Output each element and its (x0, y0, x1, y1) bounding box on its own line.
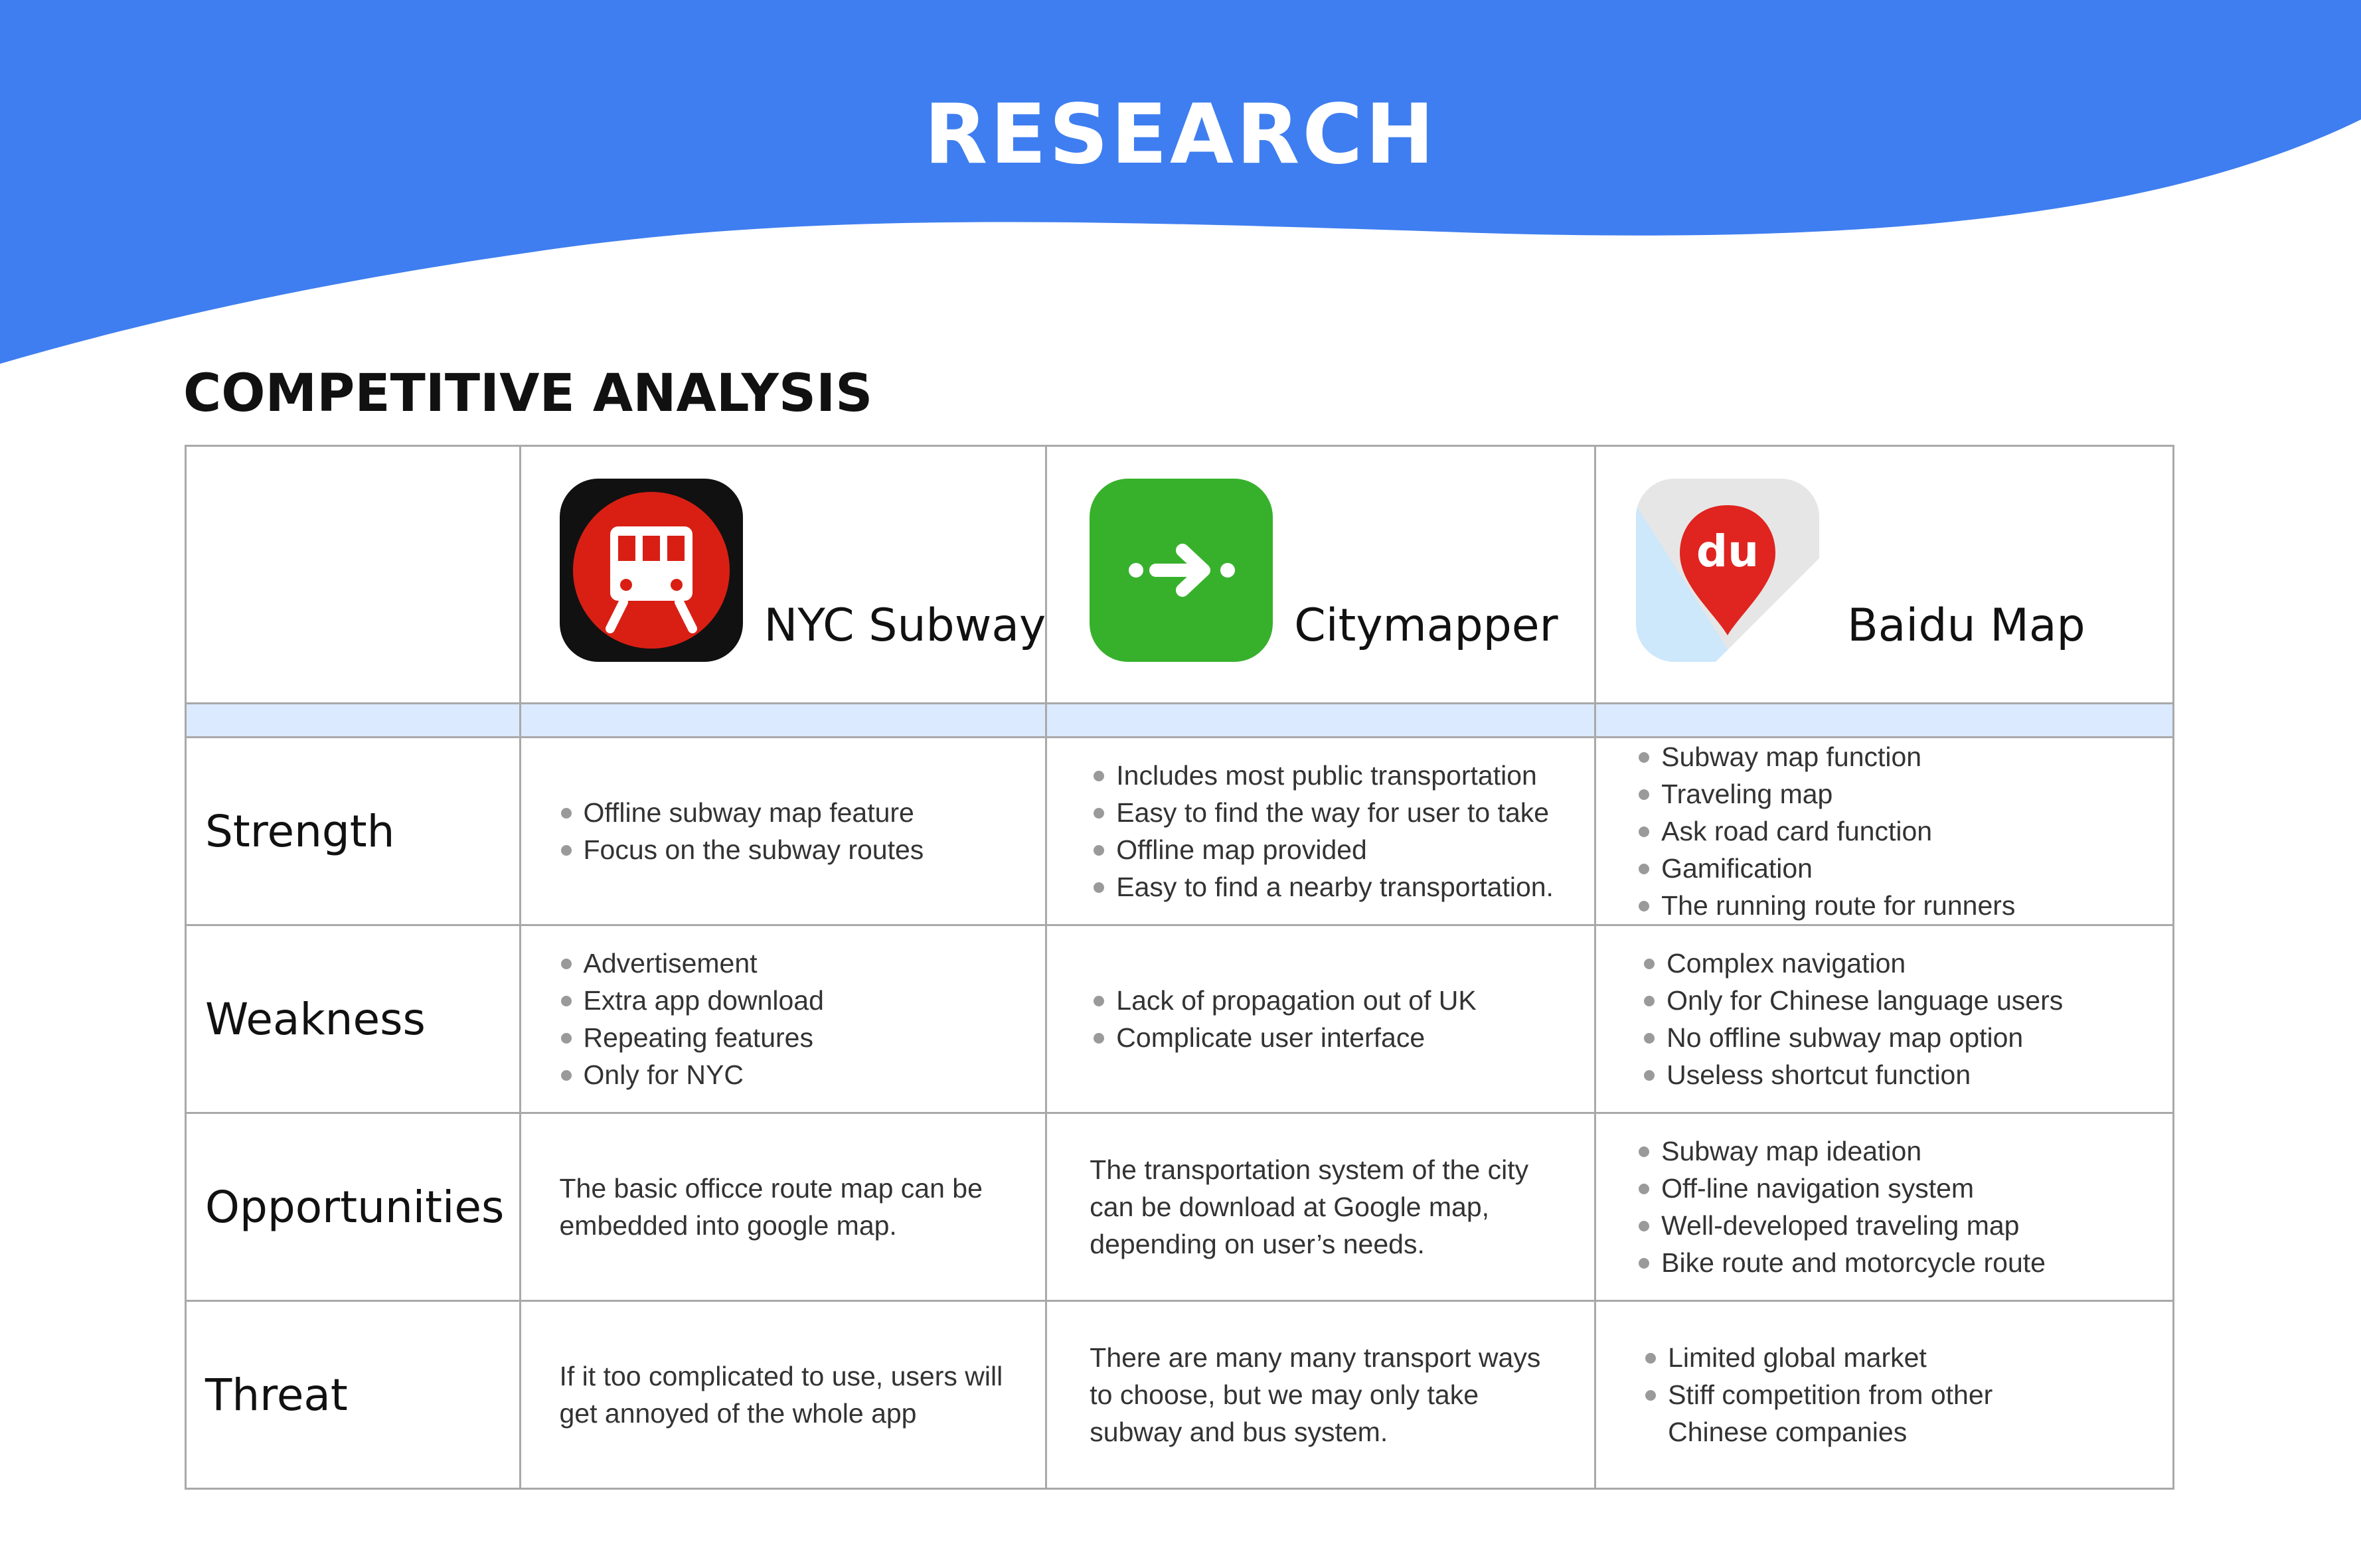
list-item: Only for Chinese language users (1644, 982, 2172, 1019)
table-row-opportunities: Opportunities The basic officce route ma… (185, 1112, 2174, 1302)
cell-baidu-strength: Subway map function Traveling map Ask ro… (1594, 736, 2174, 926)
cell-text: If it too complicated to use, users will… (559, 1361, 1003, 1429)
app-header-citymapper: Citymapper (1045, 445, 1597, 704)
list-item: Offline map provided (1094, 831, 1594, 868)
row-label: Strength (185, 736, 521, 926)
cell-citymapper-threat: There are many many transport ways to ch… (1045, 1300, 1597, 1490)
cell-text: The transportation system of the city ca… (1090, 1154, 1529, 1259)
svg-text:du: du (1696, 526, 1759, 577)
cell-citymapper-opportunities: The transportation system of the city ca… (1045, 1112, 1597, 1302)
cell-nyc-weakness: Advertisement Extra app download Repeati… (519, 924, 1048, 1114)
cell-nyc-threat: If it too complicated to use, users will… (519, 1300, 1048, 1490)
list-item: Offline subway map feature (560, 794, 1046, 831)
app-name: Baidu Map (1847, 599, 2085, 652)
table-header-row: NYC Subway Citymapper (185, 445, 2174, 704)
list-item: Advertisement (560, 945, 1046, 982)
cell-baidu-threat: Limited global market Stiff competition … (1594, 1300, 2174, 1490)
list-item: Repeating features (560, 1019, 1046, 1056)
list-item: Useless shortcut function (1644, 1056, 2172, 1093)
app-name: NYC Subway (764, 599, 1046, 652)
cell-baidu-opportunities: Subway map ideation Off-line navigation … (1594, 1112, 2174, 1302)
app-header-nyc-subway: NYC Subway (519, 445, 1048, 704)
section-title: COMPETITIVE ANALYSIS (183, 364, 873, 424)
cell-text: The basic officce route map can be embed… (559, 1173, 983, 1241)
list-item: Only for NYC (560, 1056, 1046, 1093)
competitive-analysis-table: NYC Subway Citymapper (185, 445, 2174, 1490)
cell-nyc-opportunities: The basic officce route map can be embed… (519, 1112, 1048, 1302)
list-item: No offline subway map option (1644, 1019, 2172, 1056)
row-label: Weakness (185, 924, 521, 1114)
page-title: RESEARCH (924, 87, 1437, 183)
table-row-weakness: Weakness Advertisement Extra app downloa… (185, 924, 2174, 1114)
route-arrow-icon (1090, 479, 1273, 662)
list-item: Complicate user interface (1094, 1019, 1594, 1056)
list-item: Extra app download (560, 982, 1046, 1019)
list-item: Focus on the subway routes (560, 831, 1046, 868)
list-item: Subway map function (1639, 738, 2172, 775)
cell-baidu-weakness: Complex navigation Only for Chinese lang… (1594, 924, 2174, 1114)
baidu-map-pin-icon: du (1636, 479, 1820, 662)
header-divider-strip (185, 703, 2174, 738)
list-item: Gamification (1639, 850, 2172, 887)
list-item: Easy to find the way for user to take (1094, 794, 1594, 831)
list-item: Ask road card function (1639, 813, 2172, 850)
app-name: Citymapper (1294, 599, 1558, 652)
list-item: Limited global market (1645, 1339, 2172, 1376)
list-item: The running route for runners (1639, 887, 2172, 924)
table-row-threat: Threat If it too complicated to use, use… (185, 1300, 2174, 1490)
list-item: Includes most public transportation (1094, 757, 1594, 794)
empty-corner-cell (185, 445, 521, 704)
header-banner (0, 0, 2361, 372)
cell-citymapper-strength: Includes most public transportation Easy… (1045, 736, 1597, 926)
list-item: Traveling map (1639, 775, 2172, 813)
table-row-strength: Strength Offline subway map feature Focu… (185, 736, 2174, 926)
subway-train-icon (559, 479, 743, 662)
cell-nyc-strength: Offline subway map feature Focus on the … (519, 736, 1048, 926)
list-item: Well-developed traveling map (1639, 1207, 2172, 1244)
row-label: Threat (185, 1300, 521, 1490)
list-item: Easy to find a nearby transportation. (1094, 868, 1594, 905)
cell-text: There are many many transport ways to ch… (1090, 1342, 1541, 1447)
app-header-baidu-map: du Baidu Map (1594, 445, 2174, 704)
list-item: Off-line navigation system (1639, 1170, 2172, 1207)
list-item: Subway map ideation (1639, 1133, 2172, 1170)
row-label: Opportunities (185, 1112, 521, 1302)
list-item: Bike route and motorcycle route (1639, 1244, 2172, 1281)
list-item: Complex navigation (1644, 945, 2172, 982)
list-item: Lack of propagation out of UK (1094, 982, 1594, 1019)
list-item: Stiff competition from other Chinese com… (1645, 1376, 2040, 1450)
cell-citymapper-weakness: Lack of propagation out of UK Complicate… (1045, 924, 1597, 1114)
